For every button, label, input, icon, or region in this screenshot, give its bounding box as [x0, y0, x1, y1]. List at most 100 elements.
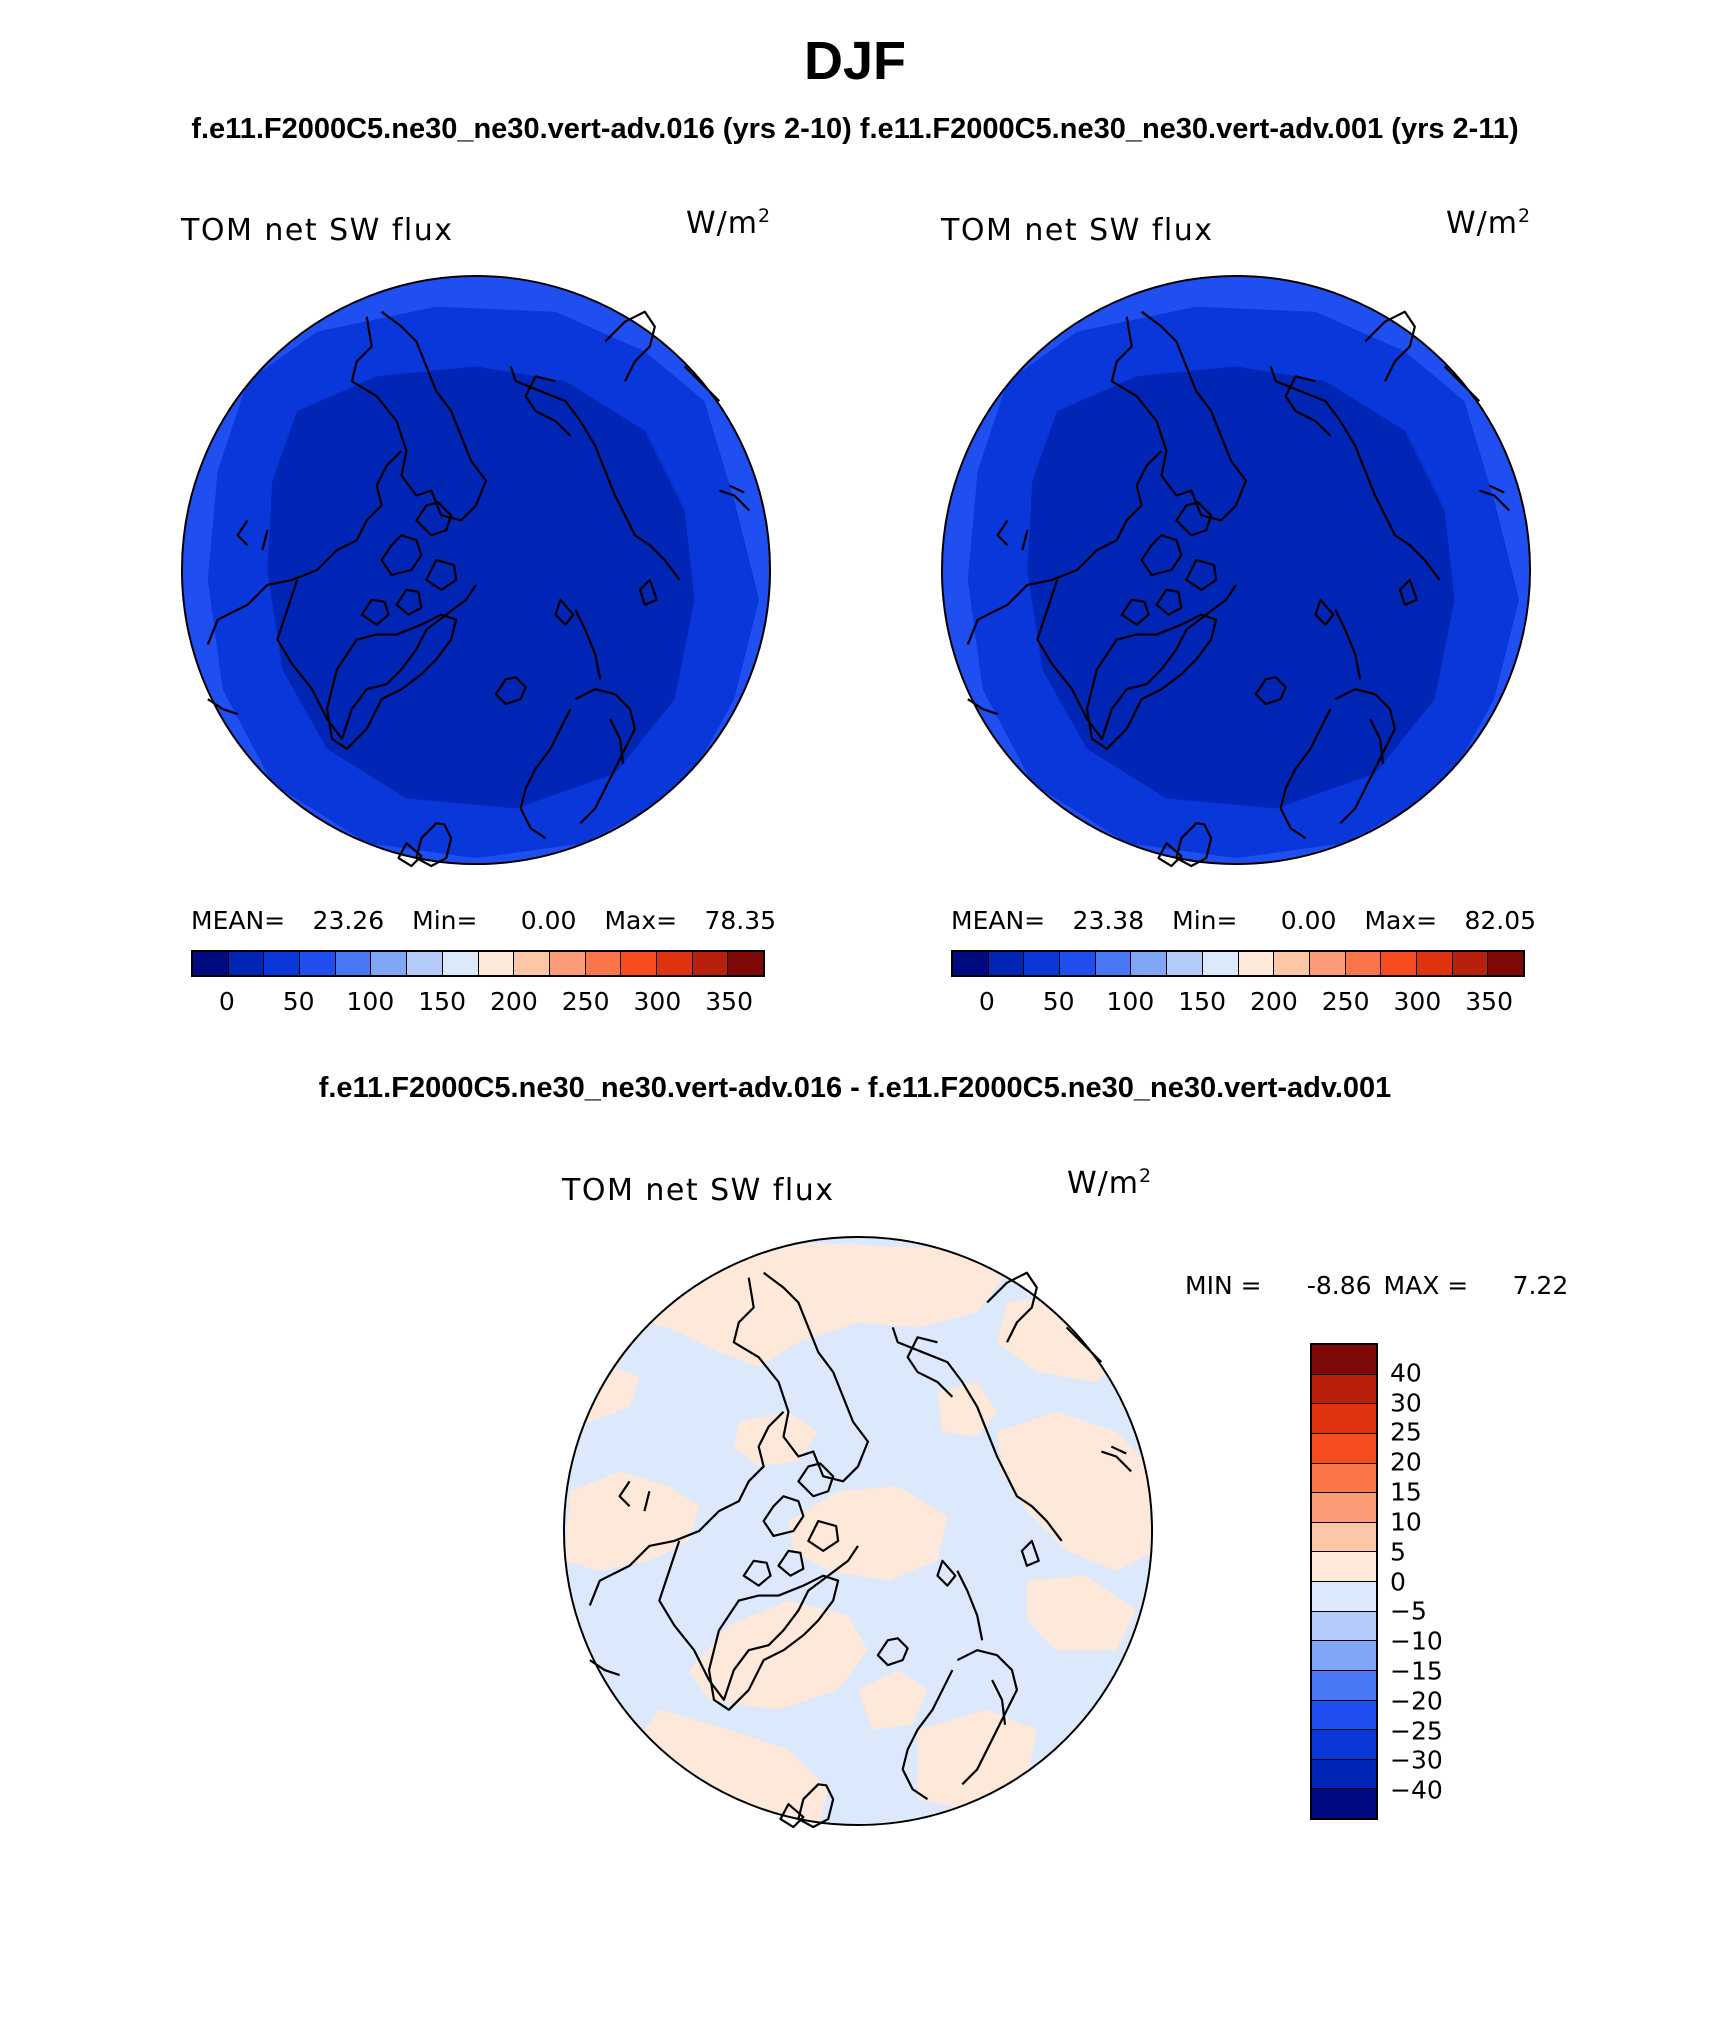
colorbar-tick-label: −5	[1390, 1596, 1427, 1626]
colorbar-tick-label: 200	[490, 987, 538, 1016]
colorbar-box	[1312, 1789, 1376, 1818]
panel2-polar-map	[940, 274, 1532, 868]
panel2-colorbar	[951, 950, 1525, 977]
panel1-colorbar	[191, 950, 765, 977]
colorbar-tick-label: 250	[1321, 987, 1370, 1016]
colorbar-tick-label: 0	[1390, 1567, 1406, 1596]
colorbar-box	[988, 952, 1025, 975]
colorbar-box	[1312, 1670, 1376, 1701]
colorbar-box	[1312, 1493, 1376, 1523]
panel1-stats: MEAN= 23.26 Min= 0.00 Max= 78.35	[191, 906, 777, 935]
colorbar-tick-label: 350	[705, 987, 753, 1016]
colorbar-box	[1312, 1552, 1376, 1582]
colorbar-box	[1312, 1700, 1376, 1731]
colorbar-tick-label: −15	[1390, 1656, 1443, 1686]
colorbar-tick-label: 0	[218, 987, 235, 1016]
figure-subtitle: f.e11.F2000C5.ne30_ne30.vert-adv.016 (yr…	[191, 113, 1519, 145]
colorbar-box	[1095, 952, 1132, 975]
colorbar-box	[728, 952, 763, 975]
colorbar-box	[1312, 1641, 1376, 1671]
colorbar-tick-label: 300	[1393, 987, 1442, 1016]
panel1-variable-label: TOM net SW flux	[181, 213, 454, 248]
colorbar-box	[300, 952, 336, 975]
colorbar-box	[478, 952, 515, 975]
colorbar-tick-label: 25	[1390, 1417, 1422, 1447]
diff-colorbar-ticks: 40 30 25 20 15 10 5 0 −5 −10 −15 −20 −25 −30 −40	[1390, 1343, 1490, 1820]
diff-stats: MIN = -8.86 MAX = 7.22	[1185, 1271, 1569, 1300]
colorbar-tick-label: −25	[1390, 1716, 1443, 1746]
colorbar-box	[1452, 952, 1489, 975]
diff-colorbar	[1310, 1343, 1378, 1820]
colorbar-box	[1274, 952, 1310, 975]
colorbar-box	[1312, 1433, 1376, 1464]
diff-polar-map	[562, 1235, 1154, 1829]
colorbar-box	[1312, 1463, 1376, 1494]
diff-variable-label: TOM net SW flux	[562, 1173, 835, 1208]
colorbar-box	[1060, 952, 1096, 975]
colorbar-box	[1416, 952, 1453, 975]
panel2-units-label: W/m2	[1446, 205, 1532, 241]
colorbar-tick-label: 350	[1465, 987, 1513, 1016]
panel1-polar-map	[180, 274, 772, 868]
colorbar-tick-label: 20	[1390, 1447, 1422, 1477]
colorbar-box	[656, 952, 693, 975]
colorbar-tick-label: 10	[1390, 1507, 1422, 1537]
colorbar-tick-label: 300	[633, 987, 682, 1016]
colorbar-box	[193, 952, 229, 975]
colorbar-tick-label: 30	[1390, 1388, 1422, 1418]
colorbar-box	[514, 952, 550, 975]
colorbar-box	[1312, 1404, 1376, 1434]
colorbar-tick-label: 40	[1390, 1358, 1422, 1388]
colorbar-box	[442, 952, 479, 975]
colorbar-box	[1238, 952, 1275, 975]
colorbar-tick-label: 50	[282, 987, 315, 1016]
colorbar-tick-label: 5	[1390, 1537, 1406, 1567]
colorbar-tick-label: 50	[1042, 987, 1075, 1016]
colorbar-box	[1312, 1730, 1376, 1760]
colorbar-box	[264, 952, 301, 975]
colorbar-box	[1312, 1582, 1376, 1612]
colorbar-box	[621, 952, 657, 975]
colorbar-box	[1309, 952, 1346, 975]
colorbar-box	[407, 952, 443, 975]
colorbar-tick-label: −40	[1390, 1775, 1443, 1805]
colorbar-tick-label: −10	[1390, 1626, 1443, 1656]
panel2-colorbar-ticks: 0 50 100 150 200 250 300 350	[951, 987, 1525, 1017]
colorbar-tick-label: 15	[1390, 1477, 1422, 1507]
colorbar-tick-label: −20	[1390, 1686, 1443, 1716]
colorbar-tick-label: 100	[1106, 987, 1155, 1016]
colorbar-box	[692, 952, 729, 975]
colorbar-box	[1312, 1522, 1376, 1553]
colorbar-tick-label: 100	[346, 987, 395, 1016]
colorbar-tick-label: 150	[1178, 987, 1226, 1016]
colorbar-box	[1381, 952, 1417, 975]
colorbar-box	[1312, 1345, 1376, 1375]
panel2-stats: MEAN= 23.38 Min= 0.00 Max= 82.05	[951, 906, 1537, 935]
colorbar-tick-label: 0	[978, 987, 995, 1016]
colorbar-tick-label: −30	[1390, 1745, 1443, 1775]
colorbar-tick-label: 150	[418, 987, 466, 1016]
colorbar-box	[371, 952, 408, 975]
panel2-variable-label: TOM net SW flux	[941, 213, 1214, 248]
colorbar-box	[1312, 1374, 1376, 1405]
colorbar-box	[228, 952, 265, 975]
colorbar-box	[1167, 952, 1203, 975]
colorbar-box	[1024, 952, 1061, 975]
colorbar-box	[549, 952, 586, 975]
diff-units-label: W/m2	[1067, 1165, 1153, 1201]
colorbar-box	[1312, 1759, 1376, 1790]
panel1-units-label: W/m2	[686, 205, 772, 241]
panel1-colorbar-ticks: 0 50 100 150 200 250 300 350	[191, 987, 765, 1017]
colorbar-tick-label: 200	[1250, 987, 1298, 1016]
colorbar-box	[1488, 952, 1523, 975]
colorbar-box	[1345, 952, 1382, 975]
colorbar-box	[585, 952, 622, 975]
colorbar-box	[1131, 952, 1168, 975]
colorbar-box	[953, 952, 989, 975]
colorbar-box	[1202, 952, 1239, 975]
figure-title: DJF	[803, 31, 906, 91]
colorbar-box	[1312, 1611, 1376, 1642]
diff-subtitle: f.e11.F2000C5.ne30_ne30.vert-adv.016 - f…	[318, 1072, 1392, 1104]
colorbar-box	[335, 952, 372, 975]
colorbar-tick-label: 250	[561, 987, 610, 1016]
